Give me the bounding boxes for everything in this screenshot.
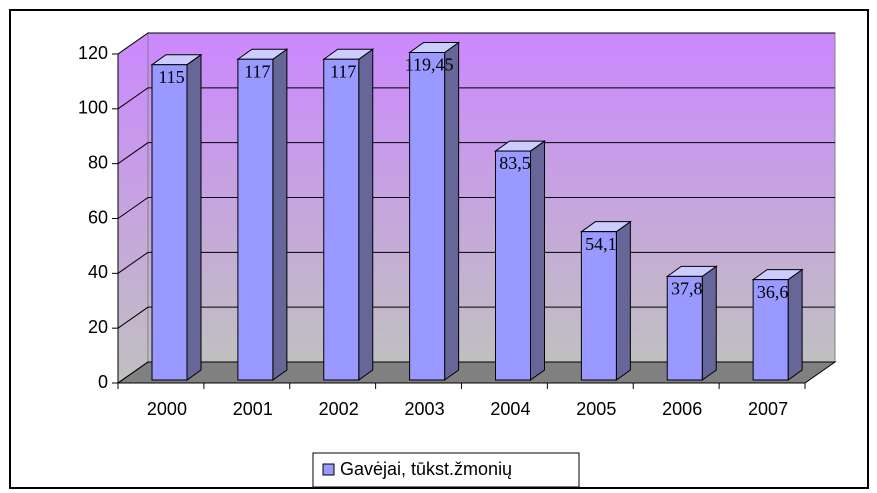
x-tick-label: 2002: [319, 399, 359, 419]
bar: [666, 275, 703, 381]
bar: [237, 58, 274, 381]
bar-side: [701, 265, 717, 381]
x-tick-label: 2007: [748, 399, 788, 419]
y-tick-label: 40: [88, 262, 108, 282]
y-tick-label: 20: [88, 317, 108, 337]
bar: [752, 279, 789, 381]
legend-box: [312, 452, 580, 488]
x-tick-label: 2001: [233, 399, 273, 419]
bar-side: [444, 41, 460, 381]
x-tick-label: 2003: [405, 399, 445, 419]
bar-side: [615, 220, 631, 381]
bar-side: [272, 48, 288, 381]
grid-line: [117, 197, 835, 219]
data-label: 36,6: [757, 282, 789, 302]
x-tick-label: 2004: [490, 399, 530, 419]
data-label: 117: [244, 61, 270, 81]
legend-swatch: [322, 463, 335, 476]
data-label: 54,1: [585, 234, 617, 254]
grid-line: [117, 32, 835, 55]
x-tick-label: 2005: [576, 399, 616, 419]
grid-line: [117, 87, 835, 110]
bar: [409, 52, 446, 381]
y-tick-label: 100: [78, 98, 108, 118]
bar-side: [186, 53, 202, 381]
bar-side: [787, 268, 803, 381]
bar: [323, 58, 360, 381]
data-label: 37,8: [671, 278, 703, 298]
bar: [580, 231, 617, 381]
bar-side: [358, 48, 374, 381]
data-label: 83,5: [499, 153, 531, 173]
data-label: 115: [158, 67, 184, 87]
x-tick-label: 2000: [147, 399, 187, 419]
bar: [151, 64, 188, 381]
bar-side: [530, 140, 545, 381]
legend-label: Gavėjai, tūkst.žmonių: [340, 459, 512, 479]
data-label: 119,45: [405, 55, 454, 75]
floor: [116, 361, 837, 384]
y-tick-label: 80: [88, 152, 108, 172]
data-label: 117: [330, 61, 356, 81]
bar: [495, 150, 531, 381]
x-tick-label: 2006: [662, 399, 702, 419]
grid-line: [117, 142, 835, 165]
y-tick-label: 120: [78, 43, 108, 63]
y-tick-label: 60: [88, 207, 108, 227]
y-tick-label: 0: [98, 372, 108, 392]
